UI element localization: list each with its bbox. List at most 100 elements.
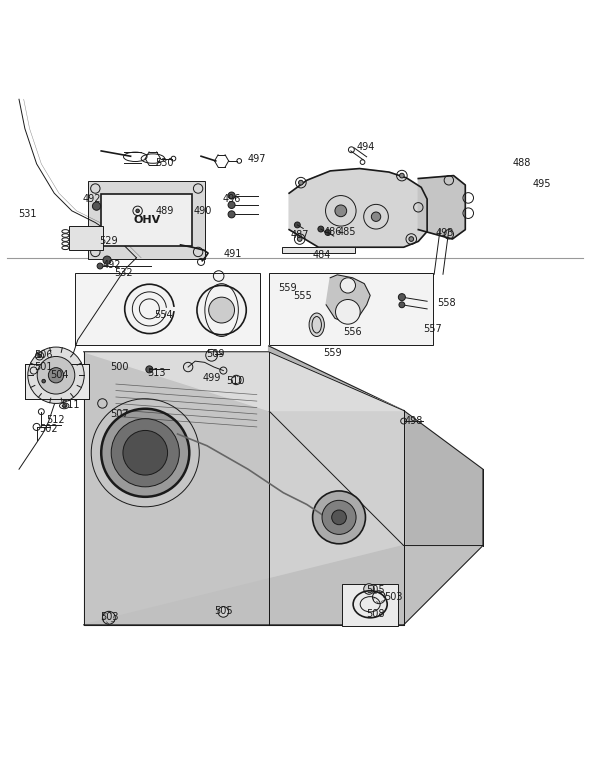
Circle shape [228,211,235,217]
Bar [101,194,192,246]
Text: 508: 508 [366,609,385,619]
Circle shape [97,263,103,269]
Ellipse shape [313,491,365,544]
Text: 484: 484 [313,251,331,261]
Circle shape [136,209,139,213]
Text: 532: 532 [114,268,133,278]
Text: 496: 496 [223,194,241,204]
Bar [25,364,90,399]
Text: 555: 555 [293,291,312,301]
Circle shape [294,222,300,228]
Circle shape [318,226,324,232]
Text: 503: 503 [100,612,119,622]
Text: 491: 491 [224,249,242,259]
Circle shape [38,354,41,358]
Polygon shape [84,546,483,625]
Text: 556: 556 [343,327,362,337]
Text: 529: 529 [99,236,117,246]
Text: 505: 505 [214,606,232,616]
Circle shape [336,300,360,324]
Circle shape [399,302,405,308]
Text: 509: 509 [206,349,225,359]
Circle shape [299,180,303,185]
Circle shape [399,173,404,178]
Text: OHV: OHV [133,215,160,225]
Text: 513: 513 [147,368,166,378]
Bar [69,225,103,250]
Bar [88,181,205,259]
Text: 502: 502 [39,424,58,434]
Text: 559: 559 [278,283,297,293]
Circle shape [146,366,153,373]
Text: 506: 506 [34,351,53,360]
Text: 501: 501 [34,362,53,372]
Circle shape [93,202,101,211]
Text: 503: 503 [384,591,403,601]
Circle shape [28,347,84,403]
Text: 499: 499 [202,372,221,382]
Circle shape [340,278,356,293]
Text: 500: 500 [110,362,129,372]
Text: 559: 559 [323,348,342,358]
Text: 487: 487 [290,231,309,241]
Ellipse shape [62,405,66,407]
Text: 486: 486 [324,227,342,237]
Bar [268,273,433,344]
Text: 530: 530 [155,158,173,168]
Polygon shape [326,275,370,323]
Text: 504: 504 [50,370,68,380]
Polygon shape [268,346,483,546]
Circle shape [325,230,331,235]
Circle shape [48,368,64,383]
Text: eReplacementParts.com: eReplacementParts.com [219,398,371,411]
Text: 492: 492 [103,260,121,270]
Circle shape [123,430,168,475]
Text: 507: 507 [110,409,129,419]
Circle shape [101,409,189,497]
Circle shape [371,212,381,221]
Text: 488: 488 [512,158,530,168]
Ellipse shape [322,500,356,534]
Text: 494: 494 [357,142,375,152]
Circle shape [111,419,179,487]
Bar [75,273,260,344]
Circle shape [297,237,302,241]
Text: 493: 493 [436,228,454,238]
Circle shape [398,293,405,300]
Text: 485: 485 [338,227,356,237]
Text: 510: 510 [226,376,244,386]
Circle shape [42,379,45,383]
Polygon shape [84,351,404,410]
Text: 495: 495 [533,180,551,190]
Circle shape [409,237,414,241]
Polygon shape [418,176,466,239]
Polygon shape [84,351,268,625]
Text: 557: 557 [423,324,442,334]
Circle shape [218,607,229,617]
Text: 554: 554 [154,310,173,320]
Text: 489: 489 [155,206,173,216]
Circle shape [335,205,347,217]
Text: 497: 497 [248,154,267,164]
Bar [282,247,356,252]
Text: 531: 531 [18,209,37,219]
Text: 492: 492 [83,194,101,204]
Ellipse shape [332,510,346,525]
Circle shape [37,357,75,394]
Text: 511: 511 [61,399,80,409]
Text: 490: 490 [194,206,212,216]
Text: 498: 498 [404,416,422,426]
Polygon shape [289,169,427,247]
Circle shape [228,201,235,208]
Text: 505: 505 [366,585,385,595]
Circle shape [209,297,234,323]
Circle shape [363,584,374,594]
Bar [25,364,90,399]
Bar [342,584,398,626]
Polygon shape [268,410,404,625]
Text: 558: 558 [437,298,455,308]
Circle shape [103,256,111,264]
Text: 512: 512 [46,415,65,425]
Circle shape [228,192,235,199]
Ellipse shape [309,313,325,337]
